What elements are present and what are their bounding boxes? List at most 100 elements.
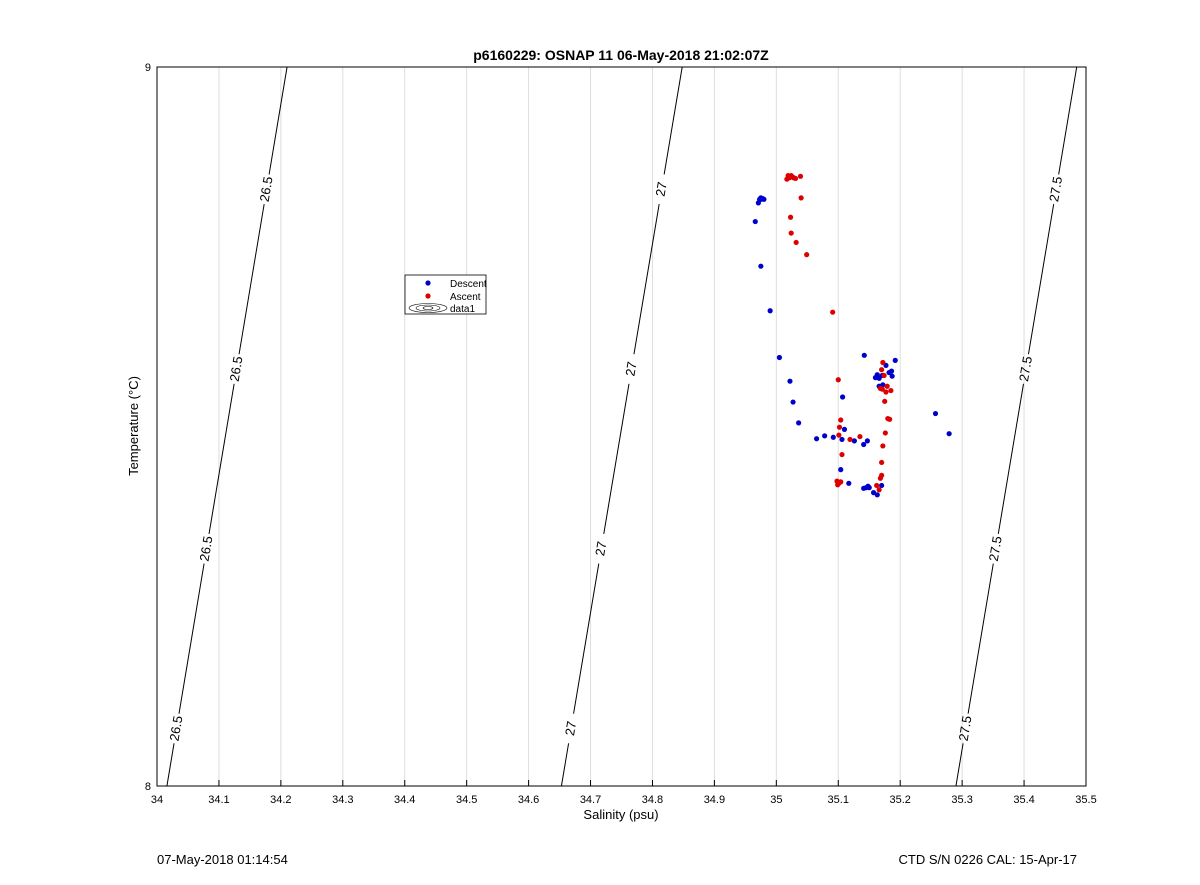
contour-line-1-seg-3 xyxy=(633,203,660,355)
contour-line-1-seg-2 xyxy=(603,383,630,535)
descent-point-34 xyxy=(838,467,844,473)
contour-line-2-seg-3 xyxy=(1027,203,1055,355)
descent-point-39 xyxy=(866,485,872,491)
descent-point-44 xyxy=(946,431,952,437)
descent-point-18 xyxy=(841,426,848,432)
x-tick-label-2: 34.2 xyxy=(270,794,291,806)
ascent-point-11 xyxy=(793,239,799,246)
x-tick-label-14: 35.4 xyxy=(1013,794,1034,806)
ascent-point-40 xyxy=(880,359,886,366)
contour-label-1-3: 27 xyxy=(653,181,670,198)
ascent-point-26 xyxy=(876,487,882,493)
x-tick-label-11: 35.1 xyxy=(828,794,849,806)
ascent-point-14 xyxy=(835,377,841,383)
ascent-point-15 xyxy=(836,424,843,430)
contour-label-0-1: 26.5 xyxy=(197,535,216,562)
legend-label-data1: data1 xyxy=(450,304,475,315)
ascent-point-18 xyxy=(839,451,845,458)
ascent-point-9 xyxy=(787,214,794,220)
ascent-point-16 xyxy=(836,432,842,438)
legend-marker-contour-icon xyxy=(408,303,448,313)
descent-point-25 xyxy=(874,372,880,378)
contour-line-1-seg-end xyxy=(663,66,683,175)
ascent-point-20 xyxy=(857,433,863,440)
x-tick-label-9: 34.9 xyxy=(704,794,725,806)
chart-title: p6160229: OSNAP 11 06-May-2018 21:02:07Z xyxy=(473,47,769,63)
descent-point-9 xyxy=(776,354,783,361)
x-tick-label-4: 34.4 xyxy=(394,794,415,806)
contour-label-1-2: 27 xyxy=(622,361,639,378)
contour-label-0-3: 26.5 xyxy=(257,175,276,202)
contour-label-1-1: 27 xyxy=(592,540,609,557)
density-contours: 26.5 26.5 26.5 26.5 27 27 27 27 27.5 27.5 27.5 27.5 xyxy=(166,66,1078,787)
descent-point-35 xyxy=(846,480,852,486)
descent-point-22 xyxy=(861,352,867,358)
descent-point-7 xyxy=(758,263,764,269)
descent-point-30 xyxy=(892,357,898,363)
ascent-point-24 xyxy=(835,482,841,488)
descent-point-15 xyxy=(830,434,836,440)
ascent-point-19 xyxy=(847,436,853,443)
descent-point-21 xyxy=(864,438,870,444)
ascent-point-10 xyxy=(788,230,794,236)
contour-line-2-seg-0 xyxy=(955,743,964,787)
x-tick-label-10: 35 xyxy=(770,794,782,806)
legend-label-ascent: Ascent xyxy=(450,292,481,303)
legend-marker-descent xyxy=(425,280,431,286)
y-axis-label: Temperature (°C) xyxy=(126,376,141,476)
descent-point-4 xyxy=(761,196,767,202)
legend-label-descent: Descent xyxy=(450,279,487,290)
descent-point-14 xyxy=(822,433,828,439)
descent-point-43 xyxy=(932,410,939,417)
contour-label-2-1: 27.5 xyxy=(986,535,1005,562)
y-tick-label-0: 8 xyxy=(145,781,151,793)
ascent-point-31 xyxy=(882,430,888,436)
contour-line-2-seg-2 xyxy=(997,383,1024,535)
descent-point-13 xyxy=(813,436,820,442)
x-tick-label-7: 34.7 xyxy=(580,794,601,806)
ascent-point-29 xyxy=(879,459,885,466)
contour-line-2-seg-1 xyxy=(967,563,994,714)
x-tick-label-12: 35.2 xyxy=(889,794,910,806)
descent-point-42 xyxy=(879,482,885,489)
descent-point-6 xyxy=(752,218,758,225)
contour-line-0-seg-2 xyxy=(208,383,235,535)
ascent-point-5 xyxy=(797,173,804,179)
legend-marker-ascent xyxy=(425,293,431,299)
contour-line-0-seg-end xyxy=(268,66,288,175)
axis-ticks: 34 34.1 34.2 34.3 34.4 34.5 34.6 34.7 34.8 34.9 35… xyxy=(145,62,1097,806)
ascent-point-36 xyxy=(884,383,890,389)
contour-label-0-0: 26.5 xyxy=(167,715,186,742)
ascent-point-6 xyxy=(785,172,791,179)
ascent-point-42 xyxy=(877,385,883,391)
contour-label-0-2: 26.5 xyxy=(227,355,246,382)
ascent-point-34 xyxy=(882,398,888,404)
x-axis-label: Salinity (psu) xyxy=(583,807,658,822)
descent-point-11 xyxy=(790,399,796,405)
contour-line-1-seg-1 xyxy=(573,563,600,714)
ascent-point-28 xyxy=(879,472,885,478)
descent-point-29 xyxy=(888,368,895,374)
legend-box xyxy=(404,274,487,315)
ascent-point-7 xyxy=(789,174,796,180)
legend: Descent Ascent data1 xyxy=(404,274,487,315)
x-tick-label-13: 35.3 xyxy=(951,794,972,806)
descent-point-17 xyxy=(839,436,845,443)
y-tick-label-1: 9 xyxy=(145,62,151,74)
x-tick-label-6: 34.6 xyxy=(518,794,539,806)
descent-point-12 xyxy=(796,420,802,426)
contour-line-2-seg-end xyxy=(1058,66,1078,175)
x-tick-label-8: 34.8 xyxy=(642,794,663,806)
descent-point-20 xyxy=(861,441,867,448)
ascent-point-8 xyxy=(798,195,804,201)
descent-point-16 xyxy=(840,394,846,400)
contour-label-2-2: 27.5 xyxy=(1016,355,1035,382)
contour-label-2-0: 27.5 xyxy=(956,715,975,742)
contour-line-0-seg-3 xyxy=(238,203,265,355)
descent-point-31 xyxy=(889,373,895,379)
contour-line-0-seg-1 xyxy=(178,563,205,714)
contour-line-0-seg-0 xyxy=(166,743,175,787)
ascent-point-25 xyxy=(874,482,880,489)
ascent-point-38 xyxy=(881,372,887,379)
